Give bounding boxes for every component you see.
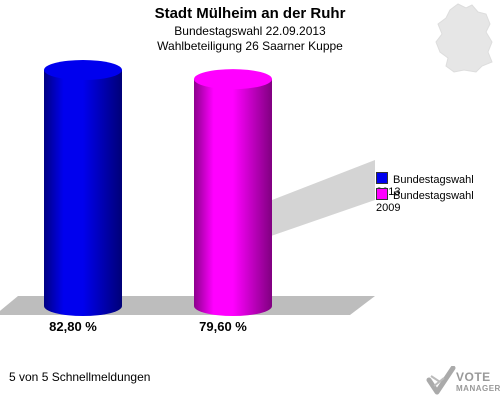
bar-top-cap-0 <box>44 60 122 80</box>
chart-title: Stadt Mülheim an der Ruhr <box>154 5 346 22</box>
legend-swatch-2013 <box>376 172 388 184</box>
value-label-1: 79,60 % <box>199 319 247 334</box>
legend-label-2009: Bundestagswahl 2009 <box>376 190 474 214</box>
vote-checkmark-icon <box>426 366 456 395</box>
chart-subtitle-date: Bundestagswahl 22.09.2013 <box>174 24 326 38</box>
value-label-0: 82,80 % <box>49 319 97 334</box>
logo-text-manager: MANAGER <box>456 384 500 393</box>
chart-subtitle-district: Wahlbeteiligung 26 Saarner Kuppe <box>157 39 343 53</box>
germany-map-icon <box>435 3 493 73</box>
footer-status: 5 von 5 Schnellmeldungen <box>9 370 151 384</box>
bar-bundestagswahl-2009 <box>194 79 272 316</box>
logo-text-vote: VOTE <box>456 370 491 384</box>
vote-manager-logo: VOTE MANAGER <box>426 364 500 400</box>
bar-bundestagswahl-2013 <box>44 70 122 316</box>
legend-item-2009: Bundestagswahl 2009 <box>376 188 500 214</box>
bar-top-cap-1 <box>194 69 272 90</box>
legend-swatch-2009 <box>376 188 388 200</box>
